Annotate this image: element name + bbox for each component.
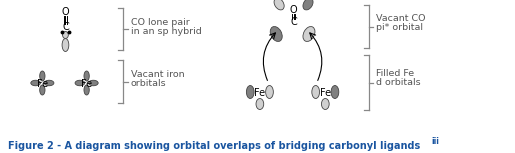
Text: Fe: Fe (81, 79, 92, 89)
Text: Vacant CO: Vacant CO (376, 13, 426, 22)
Ellipse shape (62, 39, 69, 52)
Ellipse shape (274, 0, 284, 10)
Text: CO lone pair: CO lone pair (131, 17, 190, 26)
Text: Fe: Fe (320, 88, 331, 98)
Ellipse shape (321, 99, 329, 110)
Text: C: C (62, 22, 69, 32)
Text: pi* orbital: pi* orbital (376, 22, 423, 32)
Text: C: C (290, 17, 297, 27)
Text: Vacant iron: Vacant iron (131, 69, 184, 78)
Text: Figure 2 - A diagram showing orbital overlaps of bridging carbonyl ligands: Figure 2 - A diagram showing orbital ove… (8, 141, 420, 151)
Text: iii: iii (431, 138, 439, 147)
Ellipse shape (40, 71, 45, 81)
Ellipse shape (44, 80, 54, 86)
Text: orbitals: orbitals (131, 78, 166, 88)
Ellipse shape (75, 80, 84, 86)
Ellipse shape (312, 86, 319, 99)
Ellipse shape (303, 0, 313, 10)
Ellipse shape (331, 86, 339, 99)
Text: O: O (62, 7, 69, 17)
Ellipse shape (62, 32, 68, 39)
Ellipse shape (266, 86, 273, 99)
Text: in an sp hybrid: in an sp hybrid (131, 26, 202, 35)
Ellipse shape (84, 85, 89, 95)
Text: O: O (290, 5, 297, 15)
Text: Fe: Fe (254, 88, 265, 98)
Ellipse shape (84, 71, 89, 81)
Ellipse shape (89, 80, 98, 86)
Ellipse shape (256, 99, 264, 110)
Ellipse shape (246, 86, 254, 99)
Ellipse shape (270, 27, 282, 41)
Text: d orbitals: d orbitals (376, 78, 421, 86)
Ellipse shape (40, 85, 45, 95)
Text: Fe: Fe (37, 79, 48, 89)
Ellipse shape (303, 27, 315, 41)
Text: Filled Fe: Filled Fe (376, 69, 415, 78)
Ellipse shape (31, 80, 40, 86)
